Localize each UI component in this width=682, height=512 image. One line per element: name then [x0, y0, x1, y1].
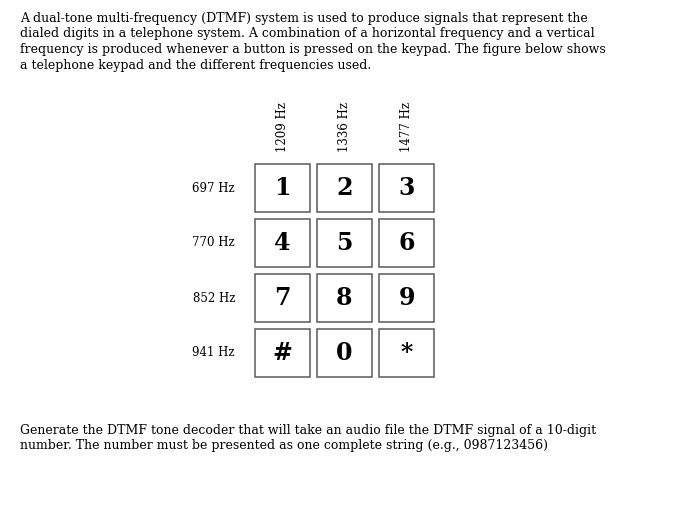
Text: number. The number must be presented as one complete string (e.g., 0987123456): number. The number must be presented as …: [20, 439, 548, 453]
Text: frequency is produced whenever a button is pressed on the keypad. The figure bel: frequency is produced whenever a button …: [20, 43, 606, 56]
Text: dialed digits in a telephone system. A combination of a horizontal frequency and: dialed digits in a telephone system. A c…: [20, 28, 595, 40]
FancyBboxPatch shape: [255, 219, 310, 267]
Text: 1: 1: [274, 176, 291, 200]
FancyBboxPatch shape: [255, 164, 310, 212]
Text: 941 Hz: 941 Hz: [192, 347, 235, 359]
FancyBboxPatch shape: [255, 329, 310, 377]
Text: 6: 6: [398, 231, 415, 255]
Text: 0: 0: [336, 341, 353, 365]
FancyBboxPatch shape: [317, 274, 372, 322]
Text: A dual-tone multi-frequency (DTMF) system is used to produce signals that repres: A dual-tone multi-frequency (DTMF) syste…: [20, 12, 588, 25]
Text: a telephone keypad and the different frequencies used.: a telephone keypad and the different fre…: [20, 58, 371, 72]
Text: 2: 2: [336, 176, 353, 200]
Text: 770 Hz: 770 Hz: [192, 237, 235, 249]
FancyBboxPatch shape: [379, 164, 434, 212]
FancyBboxPatch shape: [255, 274, 310, 322]
Text: 3: 3: [398, 176, 415, 200]
Text: #: #: [273, 341, 293, 365]
FancyBboxPatch shape: [317, 329, 372, 377]
FancyBboxPatch shape: [379, 329, 434, 377]
Text: 7: 7: [274, 286, 291, 310]
Text: 8: 8: [336, 286, 353, 310]
Text: 852 Hz: 852 Hz: [192, 291, 235, 305]
Text: *: *: [400, 341, 413, 365]
Text: 1477 Hz: 1477 Hz: [400, 102, 413, 152]
FancyBboxPatch shape: [379, 219, 434, 267]
Text: 4: 4: [274, 231, 291, 255]
Text: 5: 5: [336, 231, 353, 255]
Text: 697 Hz: 697 Hz: [192, 181, 235, 195]
Text: 1209 Hz: 1209 Hz: [276, 102, 289, 152]
FancyBboxPatch shape: [379, 274, 434, 322]
FancyBboxPatch shape: [317, 164, 372, 212]
Text: 1336 Hz: 1336 Hz: [338, 102, 351, 152]
FancyBboxPatch shape: [317, 219, 372, 267]
Text: Generate the DTMF tone decoder that will take an audio file the DTMF signal of a: Generate the DTMF tone decoder that will…: [20, 424, 596, 437]
Text: 9: 9: [398, 286, 415, 310]
